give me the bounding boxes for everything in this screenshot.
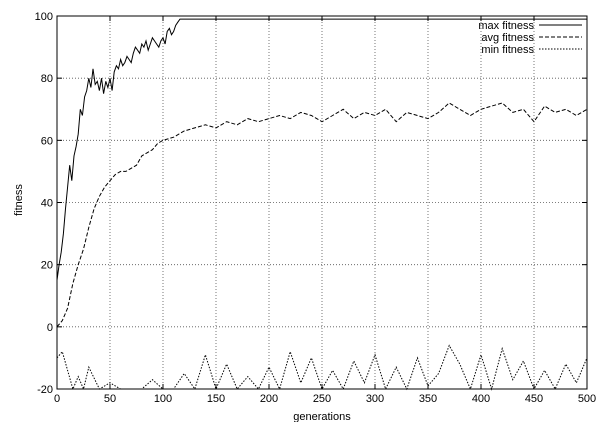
legend-label: avg fitness bbox=[481, 32, 534, 44]
x-tick-label: 0 bbox=[54, 393, 60, 405]
y-tick-label: 100 bbox=[35, 11, 53, 23]
x-tick-label: 500 bbox=[578, 393, 596, 405]
grid-lines bbox=[57, 16, 587, 389]
series-line-max-fitness bbox=[56, 18, 587, 281]
series-line-avg-fitness bbox=[56, 102, 588, 328]
x-tick-label: 250 bbox=[313, 393, 331, 405]
y-tick-label: 60 bbox=[41, 135, 53, 147]
x-tick-label: 300 bbox=[366, 393, 384, 405]
x-tick-label: 400 bbox=[472, 393, 490, 405]
y-tick-label: 40 bbox=[41, 198, 53, 210]
x-axis-label: generations bbox=[293, 411, 351, 422]
axis-ticks: 0 50 100 150 200 250 300 350 400 450 500-200204060… bbox=[35, 11, 596, 405]
y-axis-label: fitness bbox=[13, 184, 25, 216]
x-tick-label: 350 bbox=[419, 393, 437, 405]
x-tick-label: 200 bbox=[260, 393, 278, 405]
y-tick-label: 80 bbox=[41, 73, 53, 85]
series-lines bbox=[56, 18, 588, 391]
legend-label: min fitness bbox=[481, 44, 534, 56]
y-tick-label: 0 bbox=[47, 322, 53, 334]
x-tick-label: 100 bbox=[154, 393, 172, 405]
x-tick-label: 450 bbox=[525, 393, 543, 405]
y-tick-label: 20 bbox=[41, 260, 53, 272]
series-line-min-fitness bbox=[56, 344, 588, 391]
x-tick-label: 50 bbox=[104, 393, 116, 405]
y-tick-label: -20 bbox=[37, 384, 53, 396]
x-tick-label: 150 bbox=[207, 393, 225, 405]
legend-label: max fitness bbox=[478, 20, 534, 32]
